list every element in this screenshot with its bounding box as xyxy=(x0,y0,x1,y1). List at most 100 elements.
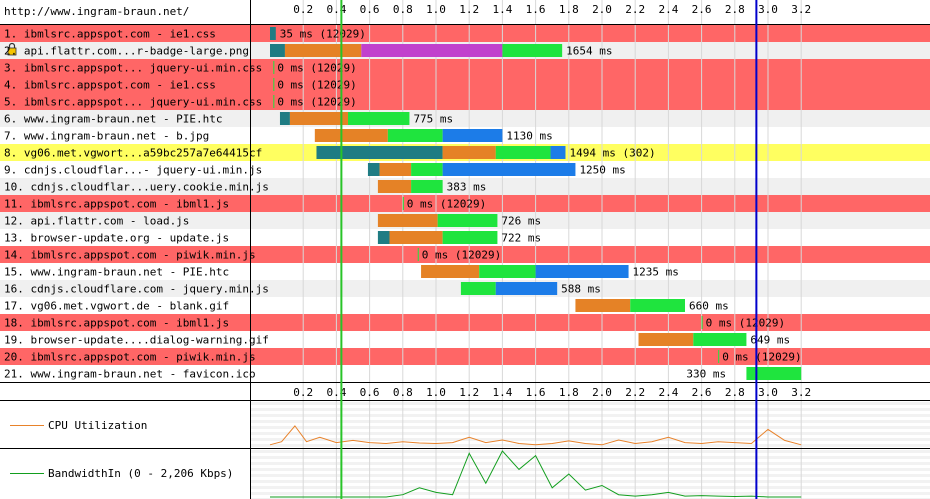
axis-tick-label-bottom: 2.8 xyxy=(725,386,745,399)
bar-segment-dns xyxy=(270,27,276,40)
request-timing-note: 383 ms xyxy=(447,181,487,194)
request-timing-note: 726 ms xyxy=(501,215,541,228)
request-label: 9. cdnjs.cloudflar...- jquery-ui.min.js xyxy=(4,164,262,177)
cpu-graph-stripe xyxy=(251,438,930,441)
bar-segment-connect xyxy=(442,146,496,159)
axis-tick-label-bottom: 2.2 xyxy=(625,386,645,399)
request-timing-note: 0 ms (12029) xyxy=(722,351,801,364)
bar-segment-ttfb xyxy=(718,350,720,363)
axis-tick-label-top: 2.4 xyxy=(658,3,678,16)
axis-tick-label-bottom: 0.4 xyxy=(326,386,346,399)
request-row-bg xyxy=(0,76,930,93)
bar-segment-connect xyxy=(421,265,480,278)
axis-tick-label-bottom: 1.8 xyxy=(559,386,579,399)
cpu-graph-stripe xyxy=(251,414,930,417)
request-label: 16. cdnjs.cloudflare.com - jquery.min.js xyxy=(4,283,269,296)
bar-segment-ttfb xyxy=(442,231,498,244)
request-timing-note: 1250 ms xyxy=(579,164,625,177)
bandwidth-graph-stripe xyxy=(251,450,930,453)
request-label: 17. vg06.met.vgwort.de - blank.gif xyxy=(4,300,229,313)
request-timing-note: 588 ms xyxy=(561,283,601,296)
bar-segment-connect xyxy=(284,44,362,57)
axis-tick-label-bottom: 3.0 xyxy=(758,386,778,399)
bar-segment-ttfb xyxy=(502,44,563,57)
cpu-graph-stripe xyxy=(251,408,930,411)
request-timing-note: 775 ms xyxy=(413,113,453,126)
bandwidth-graph-stripe xyxy=(251,480,930,483)
request-label: 3. ibmlsrc.appspot... jquery-ui.min.css xyxy=(4,62,262,75)
axis-tick-label-top: 1.6 xyxy=(526,3,546,16)
request-label: 15. www.ingram-braun.net - PIE.htc xyxy=(4,266,229,279)
bar-segment-download xyxy=(550,146,566,159)
request-label: 2. api.flattr.com...r-badge-large.png xyxy=(4,45,249,58)
axis-tick-label-top: 1.4 xyxy=(492,3,512,16)
bar-segment-connect xyxy=(638,333,694,346)
axis-tick-label-top: 1.8 xyxy=(559,3,579,16)
request-timing-note: 0 ms (12029) xyxy=(277,96,356,109)
bar-segment-ttfb xyxy=(693,333,747,346)
bandwidth-graph-stripe xyxy=(251,474,930,477)
request-label: 13. browser-update.org - update.js xyxy=(4,232,229,245)
bar-segment-ttfb xyxy=(273,61,275,74)
bar-segment-download xyxy=(495,282,558,295)
request-row-bg xyxy=(0,314,930,331)
request-row-bg xyxy=(0,297,930,314)
bar-segment-ttfb xyxy=(495,146,551,159)
cpu-graph-stripe xyxy=(251,420,930,423)
request-timing-note: 660 ms xyxy=(689,300,729,313)
request-row-bg xyxy=(0,246,930,263)
bar-segment-connect xyxy=(389,231,443,244)
bar-segment-ttfb xyxy=(273,78,275,91)
cpu-graph-stripe xyxy=(251,426,930,429)
axis-tick-label-top: 2.2 xyxy=(625,3,645,16)
request-timing-note: 1130 ms xyxy=(506,130,552,143)
bar-segment-ttfb xyxy=(417,248,419,261)
request-label: 6. www.ingram-braun.net - PIE.htc xyxy=(4,113,223,126)
axis-tick-label-bottom: 1.6 xyxy=(526,386,546,399)
request-timing-note: 649 ms xyxy=(750,334,790,347)
axis-tick-label-bottom: 0.6 xyxy=(360,386,380,399)
request-label: 5. ibmlsrc.appspot... jquery-ui.min.css xyxy=(4,96,262,109)
cpu-legend-label: CPU Utilization xyxy=(48,419,147,432)
request-label: 8. vg06.met.vgwort...a59bc257a7e64415cf xyxy=(4,147,262,160)
request-timing-note: 0 ms (12029) xyxy=(277,79,356,92)
request-label: 19. browser-update....dialog-warning.gif xyxy=(4,334,269,347)
cpu-graph-stripe xyxy=(251,432,930,435)
bar-segment-dns xyxy=(270,44,285,57)
request-row-bg xyxy=(0,25,930,42)
request-timing-note: 0 ms (12029) xyxy=(422,249,501,262)
bandwidth-legend-label: BandwidthIn (0 - 2,206 Kbps) xyxy=(48,467,233,480)
axis-tick-label-top: 0.4 xyxy=(326,3,346,16)
bar-segment-connect xyxy=(377,214,438,227)
page-url[interactable]: http://www.ingram-braun.net/ xyxy=(4,5,189,18)
bar-segment-dns xyxy=(279,112,290,125)
request-timing-note: 1654 ms xyxy=(566,45,612,58)
axis-tick-label-top: 2.0 xyxy=(592,3,612,16)
bandwidth-graph-stripe xyxy=(251,492,930,495)
bandwidth-graph-stripe xyxy=(251,468,930,471)
request-row-bg xyxy=(0,348,930,365)
bar-segment-ttfb xyxy=(460,282,496,295)
bar-segment-dns xyxy=(367,163,380,176)
timing-markers xyxy=(340,0,758,499)
perf-graphs: CPU Utilization BandwidthIn (0 - 2,206 K… xyxy=(10,419,802,498)
axis-tick-label-top: 2.6 xyxy=(692,3,712,16)
bar-segment-download xyxy=(442,163,576,176)
bandwidth-line xyxy=(270,450,802,498)
request-label: 12. api.flattr.com - load.js xyxy=(4,215,189,228)
request-timing-note: 35 ms (12029) xyxy=(280,28,366,41)
bar-segment-download xyxy=(442,129,503,142)
axis-tick-label-bottom: 0.2 xyxy=(293,386,313,399)
axis-tick-label-top: 0.8 xyxy=(393,3,413,16)
axis-tick-label-bottom: 2.6 xyxy=(692,386,712,399)
request-row-bg xyxy=(0,59,930,76)
bar-segment-ttfb xyxy=(387,129,443,142)
bar-segment-ttfb xyxy=(437,214,498,227)
bar-segment-dns xyxy=(377,231,390,244)
request-row-bg xyxy=(0,110,930,127)
request-label: 7. www.ingram-braun.net - b.jpg xyxy=(4,130,209,143)
bar-segment-ttfb xyxy=(348,112,410,125)
bar-segment-ttfb xyxy=(402,197,404,210)
request-bars xyxy=(270,27,802,380)
